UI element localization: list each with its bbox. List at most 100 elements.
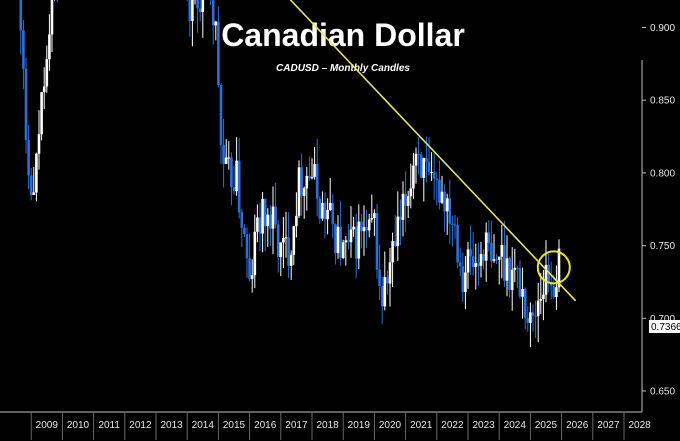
candle-body: [48, 34, 51, 60]
candle-body: [497, 256, 501, 260]
candle-body: [414, 153, 418, 166]
candle-body: [474, 263, 478, 267]
candle-body: [547, 264, 550, 283]
candle-body: [227, 157, 231, 159]
candle-body: [534, 315, 537, 317]
candle-body: [357, 221, 361, 259]
candle-body: [539, 299, 543, 301]
candle-body: [440, 191, 444, 203]
candle-body: [529, 312, 532, 323]
candle-body: [230, 157, 233, 188]
candle-body: [279, 242, 283, 258]
candle-body: [29, 175, 33, 195]
x-tick-label: 2019: [348, 420, 371, 431]
candle-body: [425, 157, 428, 162]
candle-body: [419, 154, 423, 178]
candle-body: [412, 165, 415, 189]
candle-body: [479, 254, 483, 266]
candle-body: [42, 86, 46, 93]
candle-body: [19, 0, 23, 31]
current-price-tag: 0.7366: [649, 320, 680, 333]
candle-body: [50, 0, 54, 35]
candle-body: [295, 215, 298, 227]
candle-body: [22, 30, 25, 69]
candle-body: [313, 164, 316, 177]
x-tick-label: 2018: [316, 420, 339, 431]
candle-body: [510, 269, 514, 290]
candle-body: [37, 134, 41, 154]
candle-body: [302, 188, 306, 196]
candle-body: [360, 221, 363, 232]
y-axis-ticks: 0.6500.7000.7500.8000.8500.9000.9501.000…: [642, 23, 675, 398]
candle-body: [258, 217, 262, 234]
x-tick-label: 2014: [192, 420, 215, 431]
candle-body: [500, 244, 504, 257]
current-price-box: [649, 320, 680, 333]
candle-body: [214, 21, 218, 26]
highlight-circle: [536, 250, 571, 285]
candle-body: [380, 286, 384, 307]
candle-body: [321, 202, 324, 219]
candle-body: [276, 224, 280, 258]
candle-body: [235, 160, 238, 192]
candle-body: [518, 268, 522, 297]
chart-title: Canadian Dollar: [221, 17, 465, 53]
candle-body: [456, 225, 459, 263]
candle-body: [45, 59, 49, 87]
candle-body: [248, 258, 251, 279]
current-price-label: 0.7366: [651, 322, 680, 333]
y-tick-label: 0.750: [650, 241, 675, 252]
candle-body: [188, 0, 192, 21]
candle-body: [373, 213, 376, 219]
candle-body: [282, 238, 285, 243]
candle-body: [263, 198, 267, 227]
candle-body: [542, 294, 545, 300]
candle-body: [461, 266, 465, 293]
candle-body: [362, 227, 366, 232]
candle-body: [388, 262, 392, 284]
candle-body: [222, 144, 225, 164]
x-tick-label: 2021: [410, 420, 433, 431]
candle-body: [271, 206, 275, 229]
candle-body: [35, 153, 38, 193]
candle-body: [544, 264, 548, 295]
candle-body: [378, 269, 381, 287]
candle-body: [339, 226, 342, 259]
candle-body: [349, 229, 353, 243]
candle-body: [422, 157, 426, 178]
candle-body: [399, 216, 402, 220]
x-tick-label: 2024: [504, 420, 527, 431]
candle-body: [305, 175, 309, 189]
candle-body: [287, 237, 290, 266]
candle-body: [256, 217, 259, 232]
candle-body: [289, 254, 293, 266]
candle-body: [469, 249, 472, 257]
candle-body: [245, 234, 249, 259]
trendline: [289, 0, 577, 302]
chart-subtitle: CADUSD – Monthly Candles: [276, 63, 410, 74]
x-tick-label: 2017: [285, 420, 308, 431]
x-tick-label: 2020: [379, 420, 402, 431]
candle-body: [323, 202, 327, 220]
y-tick-label: 0.650: [650, 387, 675, 398]
candle-body: [27, 140, 30, 176]
x-tick-label: 2009: [36, 420, 59, 431]
candle-body: [466, 249, 470, 273]
candle-body: [505, 258, 509, 281]
candle-body: [40, 92, 43, 135]
candle-body: [240, 212, 244, 228]
candle-body: [232, 187, 236, 192]
candle-body: [354, 226, 358, 259]
candle-body: [495, 259, 498, 261]
x-tick-label: 2023: [472, 420, 495, 431]
x-tick-label: 2015: [223, 420, 246, 431]
candle-body: [508, 258, 511, 290]
candle-body: [266, 214, 270, 227]
candle-body: [427, 161, 431, 173]
candle-body: [492, 259, 496, 261]
candle-body: [435, 178, 439, 180]
candle-body: [331, 202, 335, 225]
candle-body: [453, 224, 457, 226]
